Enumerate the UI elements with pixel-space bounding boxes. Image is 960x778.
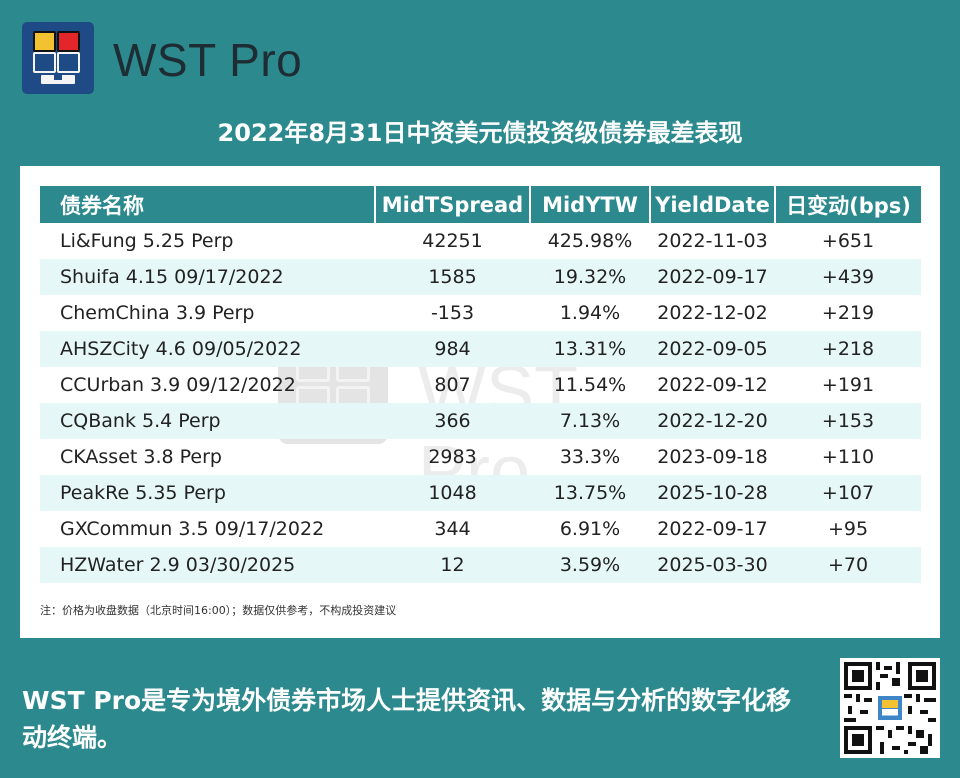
cell-midtspread: 12 xyxy=(375,547,530,583)
col-header-midytw: MidYTW xyxy=(530,186,651,223)
qr-code-icon xyxy=(840,658,940,758)
table-row: PeakRe 5.35 Perp 1048 13.75% 2025-10-28 … xyxy=(40,475,921,511)
cell-midtspread: 807 xyxy=(434,374,471,396)
cell-daily-change: +70 xyxy=(775,547,921,583)
cell-midtspread: 2983 xyxy=(428,446,477,468)
cell-yielddate: 2025-03-30 xyxy=(650,547,775,583)
table-header-row: 债券名称 MidTSpread MidYTW YieldDate 日变动(bps… xyxy=(40,186,921,223)
cell-yielddate: 2023-09-18 xyxy=(657,446,768,468)
cell-midtspread: 1048 xyxy=(375,475,530,511)
cell-midytw: 33.3% xyxy=(559,446,621,468)
cell-bond-name: ChemChina 3.9 Perp xyxy=(60,302,255,324)
cell-bond-name: CCUrban 3.9 09/12/2022 xyxy=(60,374,296,396)
cell-midytw: 7.13% xyxy=(530,403,650,439)
cell-midtspread: 366 xyxy=(375,403,530,439)
cell-midtspread: 344 xyxy=(434,518,471,540)
tagline: WST Pro是专为境外债券市场人士提供资讯、数据与分析的数字化移动终端。 xyxy=(22,686,792,752)
col-header-bond-name: 债券名称 xyxy=(40,186,376,223)
cell-yielddate: 2022-12-02 xyxy=(657,302,768,324)
disclaimer-note: 注：价格为收盘数据（北京时间16:00）；数据仅供参考，不构成投资建议 xyxy=(40,604,397,617)
col-header-midtspread: MidTSpread xyxy=(375,186,531,223)
cell-midytw: 13.31% xyxy=(530,331,650,367)
cell-bond-name: GXCommun 3.5 09/17/2022 xyxy=(60,518,325,540)
table-row: CKAsset 3.8 Perp 2983 33.3% 2023-09-18 +… xyxy=(40,439,921,475)
table-row: Shuifa 4.15 09/17/2022 1585 19.32% 2022-… xyxy=(40,259,921,295)
brand-name: WST Pro xyxy=(113,34,303,86)
col-header-yielddate: YieldDate xyxy=(650,186,776,223)
cell-yielddate: 2022-09-17 xyxy=(650,259,775,295)
wst-logo-icon xyxy=(22,22,94,94)
cell-midytw: 19.32% xyxy=(530,259,650,295)
cell-bond-name: Li&Fung 5.25 Perp xyxy=(60,230,234,252)
table-row: CQBank 5.4 Perp 366 7.13% 2022-12-20 +15… xyxy=(40,403,921,439)
cell-midytw: 3.59% xyxy=(530,547,650,583)
cell-daily-change: +219 xyxy=(821,302,875,324)
cell-midytw: 425.98% xyxy=(547,230,633,252)
cell-bond-name: PeakRe 5.35 Perp xyxy=(40,475,375,511)
cell-midytw: 11.54% xyxy=(553,374,627,396)
col-header-daily-change: 日变动(bps) xyxy=(775,186,921,223)
cell-daily-change: +107 xyxy=(775,475,921,511)
table-row: HZWater 2.9 03/30/2025 12 3.59% 2025-03-… xyxy=(40,547,921,583)
cell-bond-name: CKAsset 3.8 Perp xyxy=(60,446,222,468)
table-row: ChemChina 3.9 Perp -153 1.94% 2022-12-02… xyxy=(40,295,921,331)
cell-midtspread: 42251 xyxy=(422,230,483,252)
cell-bond-name: Shuifa 4.15 09/17/2022 xyxy=(40,259,375,295)
page-title: 2022年8月31日中资美元债投资级债券最差表现 xyxy=(217,119,743,147)
cell-midtspread: -153 xyxy=(430,302,475,324)
table-row: GXCommun 3.5 09/17/2022 344 6.91% 2022-0… xyxy=(40,511,921,547)
cell-midytw: 6.91% xyxy=(559,518,621,540)
cell-midtspread: 1585 xyxy=(375,259,530,295)
cell-daily-change: +218 xyxy=(775,331,921,367)
cell-yielddate: 2022-09-12 xyxy=(657,374,768,396)
cell-yielddate: 2022-09-17 xyxy=(657,518,768,540)
table-row: AHSZCity 4.6 09/05/2022 984 13.31% 2022-… xyxy=(40,331,921,367)
cell-daily-change: +95 xyxy=(827,518,869,540)
cell-yielddate: 2025-10-28 xyxy=(650,475,775,511)
cell-bond-name: HZWater 2.9 03/30/2025 xyxy=(40,547,375,583)
cell-daily-change: +110 xyxy=(821,446,875,468)
cell-midytw: 1.94% xyxy=(559,302,621,324)
cell-midtspread: 984 xyxy=(375,331,530,367)
cell-bond-name: AHSZCity 4.6 09/05/2022 xyxy=(40,331,375,367)
bond-table: 债券名称 MidTSpread MidYTW YieldDate 日变动(bps… xyxy=(40,186,921,583)
cell-daily-change: +651 xyxy=(821,230,875,252)
cell-yielddate: 2022-09-05 xyxy=(650,331,775,367)
cell-yielddate: 2022-11-03 xyxy=(657,230,768,252)
cell-bond-name: CQBank 5.4 Perp xyxy=(40,403,375,439)
content-panel: WST Pro 债券名称 MidTSpread MidYTW YieldDate… xyxy=(20,166,940,638)
cell-daily-change: +153 xyxy=(775,403,921,439)
cell-yielddate: 2022-12-20 xyxy=(650,403,775,439)
table-row: Li&Fung 5.25 Perp 42251 425.98% 2022-11-… xyxy=(40,223,921,259)
cell-midytw: 13.75% xyxy=(530,475,650,511)
table-row: CCUrban 3.9 09/12/2022 807 11.54% 2022-0… xyxy=(40,367,921,403)
cell-daily-change: +439 xyxy=(775,259,921,295)
cell-daily-change: +191 xyxy=(821,374,875,396)
